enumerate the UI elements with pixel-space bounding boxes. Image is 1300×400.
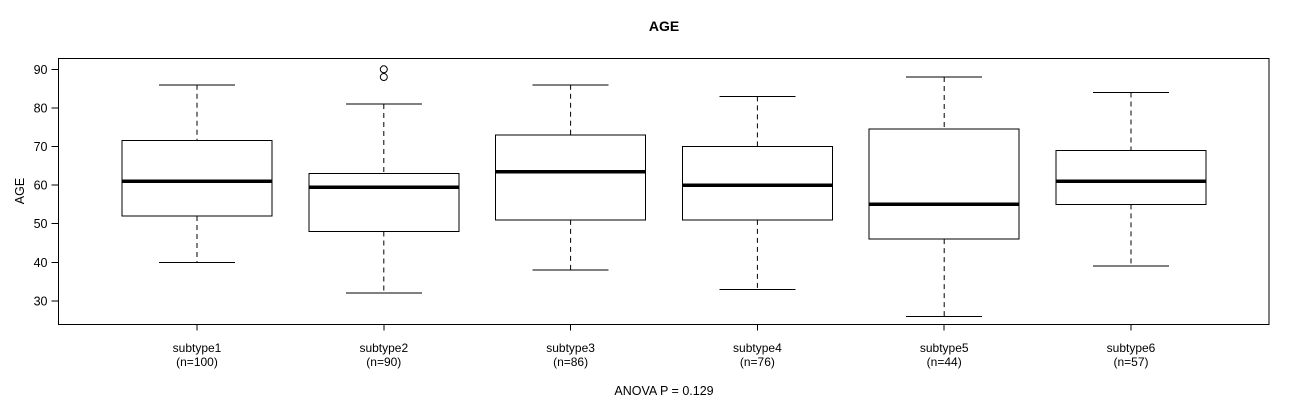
count-label: (n=100) (176, 355, 218, 369)
category-label: subtype2 (359, 341, 408, 355)
y-tick-label: 80 (34, 101, 48, 115)
y-tick-label: 70 (34, 140, 48, 154)
category-label: subtype1 (173, 341, 222, 355)
count-label: (n=86) (553, 355, 588, 369)
y-axis-label: AGE (13, 178, 27, 204)
plot-area: 30405060708090subtype1(n=100)subtype2(n=… (34, 58, 1270, 369)
iqr-box (495, 134, 647, 221)
y-tick-label: 40 (34, 256, 48, 270)
iqr-box (121, 140, 273, 217)
count-label: (n=76) (740, 355, 775, 369)
plot-frame (58, 58, 1270, 325)
iqr-box (308, 173, 460, 232)
iqr-box (1055, 149, 1207, 205)
category-label: subtype5 (920, 341, 969, 355)
chart-title: AGE (649, 18, 679, 34)
iqr-box (681, 146, 833, 221)
category-label: subtype3 (546, 341, 595, 355)
count-label: (n=44) (927, 355, 962, 369)
count-label: (n=90) (366, 355, 401, 369)
outlier-point (379, 65, 388, 74)
y-tick-label: 30 (34, 294, 48, 308)
category-label: subtype6 (1107, 341, 1156, 355)
anova-annotation: ANOVA P = 0.129 (614, 384, 713, 398)
y-tick-label: 60 (34, 179, 48, 193)
y-tick-label: 90 (34, 63, 48, 77)
y-tick-label: 50 (34, 217, 48, 231)
category-label: subtype4 (733, 341, 782, 355)
iqr-box (868, 128, 1020, 240)
outlier-point (379, 73, 388, 82)
count-label: (n=57) (1113, 355, 1148, 369)
